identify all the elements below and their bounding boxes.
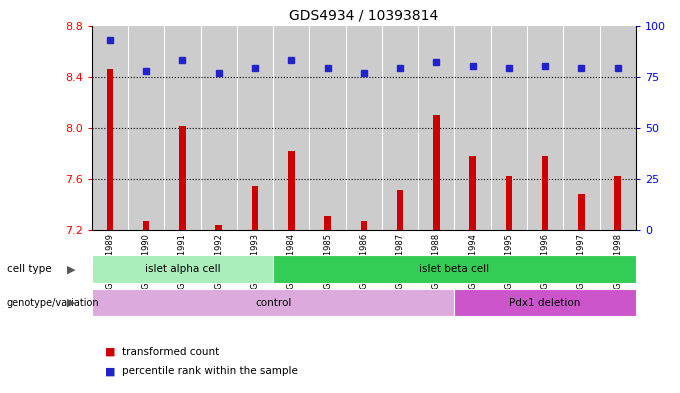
- Text: ▶: ▶: [67, 264, 75, 274]
- Bar: [252, 186, 258, 230]
- Text: genotype/variation: genotype/variation: [7, 298, 99, 308]
- Bar: [469, 156, 476, 230]
- Bar: [324, 216, 330, 230]
- Text: ▶: ▶: [67, 298, 75, 308]
- Text: islet beta cell: islet beta cell: [420, 264, 490, 274]
- Bar: [180, 127, 186, 230]
- Text: cell type: cell type: [7, 264, 52, 274]
- Bar: [433, 115, 439, 230]
- Text: Pdx1 deletion: Pdx1 deletion: [509, 298, 581, 308]
- Bar: [397, 190, 403, 230]
- Text: ■: ■: [105, 366, 116, 376]
- Text: transformed count: transformed count: [122, 347, 220, 357]
- Title: GDS4934 / 10393814: GDS4934 / 10393814: [289, 9, 439, 23]
- Bar: [615, 176, 621, 230]
- Text: control: control: [255, 298, 291, 308]
- Bar: [542, 156, 548, 230]
- Bar: [216, 225, 222, 230]
- Bar: [107, 69, 113, 230]
- Bar: [143, 221, 150, 230]
- Text: ■: ■: [105, 347, 116, 357]
- Bar: [578, 194, 585, 230]
- Bar: [360, 221, 367, 230]
- Text: percentile rank within the sample: percentile rank within the sample: [122, 366, 299, 376]
- Bar: [288, 151, 294, 230]
- Bar: [506, 176, 512, 230]
- Text: islet alpha cell: islet alpha cell: [145, 264, 220, 274]
